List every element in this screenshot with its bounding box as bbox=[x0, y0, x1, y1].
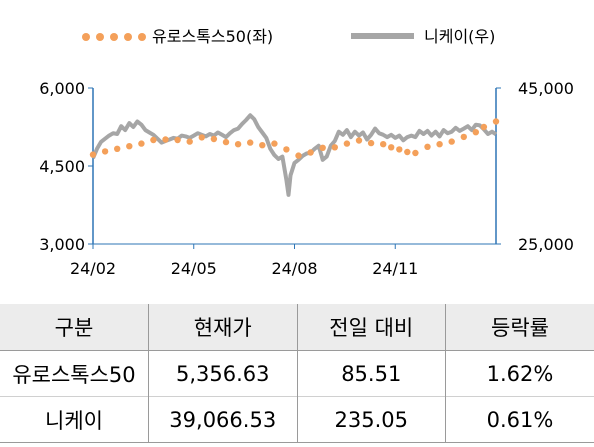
row-rate: 0.61% bbox=[445, 396, 594, 443]
eurostoxx-point bbox=[247, 139, 254, 146]
eurostoxx-point bbox=[210, 135, 218, 143]
index-chart: 유로스톡스50(좌) 니케이(우) 6,000 4,500 3,000 45,000… bbox=[39, 27, 574, 278]
right-tick-label: 25,000 bbox=[518, 235, 574, 254]
x-tick-label: 24/05 bbox=[171, 259, 217, 278]
legend-dot bbox=[124, 33, 132, 41]
eurostoxx-point bbox=[448, 138, 455, 145]
eurostoxx-point bbox=[492, 118, 500, 125]
eurostoxx-point bbox=[404, 148, 411, 156]
eurostoxx-point bbox=[198, 134, 205, 141]
x-tick-label: 24/11 bbox=[372, 259, 418, 278]
right-tick-group: 45,000 25,000 bbox=[496, 79, 574, 254]
row-name: 유로스톡스50 bbox=[12, 362, 136, 387]
header-change-rate: 등락률 bbox=[445, 304, 594, 351]
eurostoxx-point bbox=[259, 142, 266, 149]
eurostoxx-point bbox=[295, 152, 302, 159]
eurostoxx-point bbox=[367, 139, 375, 147]
eurostoxx-series bbox=[89, 118, 500, 159]
eurostoxx-point bbox=[283, 146, 290, 153]
x-tick-label: 24/08 bbox=[271, 259, 317, 278]
row-price: 5,356.63 bbox=[148, 350, 297, 397]
eurostoxx-point bbox=[436, 141, 443, 148]
eurostoxx-point bbox=[343, 140, 351, 147]
eurostoxx-point bbox=[162, 136, 169, 143]
row-price: 39,066.53 bbox=[148, 396, 297, 443]
table-row: 니케이 39,066.53 235.05 0.61% bbox=[0, 396, 594, 443]
eurostoxx-point bbox=[472, 129, 479, 136]
market-table: 구분 현재가 전일 대비 등락률 유로스톡스50 5,356.63 85.51 … bbox=[0, 304, 594, 443]
header-category: 구분 bbox=[0, 304, 149, 351]
table-row: 유로스톡스50 5,356.63 85.51 1.62% bbox=[0, 350, 594, 397]
header-current-price: 현재가 bbox=[148, 304, 297, 351]
x-tick-group: 24/02 24/05 24/08 24/11 bbox=[70, 244, 418, 278]
legend-dot bbox=[110, 33, 118, 41]
row-change: 85.51 bbox=[296, 350, 446, 397]
eurostoxx-point bbox=[396, 146, 403, 153]
eurostoxx-point bbox=[412, 149, 419, 157]
eurostoxx-point bbox=[424, 143, 431, 150]
eurostoxx-point bbox=[355, 137, 363, 144]
eurostoxx-point bbox=[331, 144, 338, 151]
table-header-row: 구분 현재가 전일 대비 등락률 bbox=[0, 304, 594, 351]
eurostoxx-point bbox=[480, 123, 488, 131]
left-tick-label: 4,500 bbox=[39, 157, 85, 176]
x-tick-label: 24/02 bbox=[70, 259, 116, 278]
left-tick-label: 3,000 bbox=[39, 235, 85, 254]
left-tick-label: 6,000 bbox=[39, 79, 85, 98]
eurostoxx-point bbox=[150, 136, 157, 144]
row-name: 니케이 bbox=[0, 396, 149, 443]
legend-dot bbox=[82, 33, 90, 41]
eurostoxx-point bbox=[138, 140, 145, 147]
legend-dot bbox=[96, 33, 104, 41]
eurostoxx-point bbox=[234, 141, 242, 148]
legend-nikkei-label: 니케이(우) bbox=[424, 27, 495, 46]
eurostoxx-point bbox=[101, 148, 109, 155]
eurostoxx-point bbox=[126, 143, 133, 150]
nikkei-series bbox=[91, 113, 498, 197]
eurostoxx-point bbox=[222, 138, 230, 146]
eurostoxx-point bbox=[114, 145, 121, 152]
legend-dot bbox=[138, 33, 146, 41]
eurostoxx-point bbox=[186, 138, 193, 145]
eurostoxx-point bbox=[388, 144, 395, 151]
eurostoxx-point bbox=[271, 140, 278, 147]
eurostoxx-point bbox=[319, 144, 326, 151]
row-rate: 1.62% bbox=[445, 350, 594, 397]
left-tick-group: 6,000 4,500 3,000 bbox=[39, 79, 93, 254]
legend-eurostoxx-label: 유로스톡스50(좌) bbox=[152, 27, 273, 46]
right-tick-label: 45,000 bbox=[518, 79, 574, 98]
eurostoxx-point bbox=[307, 149, 314, 156]
eurostoxx-point bbox=[380, 141, 387, 148]
eurostoxx-point bbox=[89, 151, 97, 158]
row-change: 235.05 bbox=[296, 396, 446, 443]
eurostoxx-point bbox=[460, 133, 467, 141]
header-change: 전일 대비 bbox=[296, 304, 446, 351]
nikkei-line bbox=[91, 113, 498, 197]
legend: 유로스톡스50(좌) 니케이(우) bbox=[82, 27, 495, 46]
eurostoxx-point bbox=[174, 136, 181, 144]
legend-eurostoxx-swatch bbox=[82, 33, 146, 41]
